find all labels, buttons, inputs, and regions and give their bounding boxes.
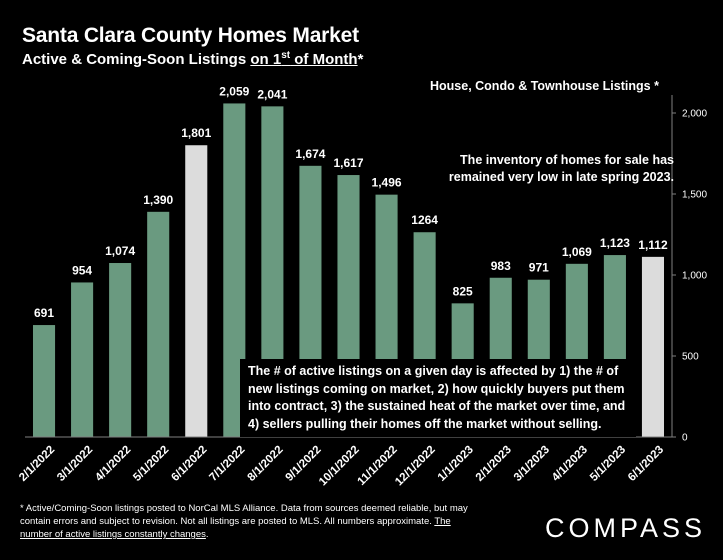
compass-logo: COMPASS (545, 513, 707, 543)
category-label: 8/1/2022 (245, 444, 285, 484)
bar-6-1-2022 (185, 145, 208, 437)
category-label: 6/1/2023 (626, 444, 666, 484)
value-label: 1,801 (181, 126, 211, 140)
subtitle-underlined-text: on 1 (250, 51, 282, 68)
value-label: 1,617 (333, 156, 363, 170)
subtitle-underlined: on 1st of Month (250, 50, 358, 68)
value-label: 1,074 (105, 244, 135, 258)
subtitle-underlined-text-2: of Month (290, 51, 358, 68)
value-label: 1,390 (143, 193, 173, 207)
y-tick-label: 500 (682, 352, 699, 363)
value-label: 1,674 (295, 147, 325, 161)
value-label: 1264 (411, 213, 438, 227)
footnote: * Active/Coming-Soon listings posted to … (20, 502, 480, 541)
category-label: 3/1/2022 (55, 444, 95, 484)
value-label: 971 (529, 261, 549, 275)
chart-legend: House, Condo & Townhouse Listings * (430, 79, 659, 93)
page-title: Santa Clara County Homes Market (22, 24, 359, 47)
page-subtitle: Active & Coming-Soon Listings on 1st of … (22, 50, 363, 68)
value-label: 1,069 (562, 245, 592, 259)
category-label: 2/1/2022 (17, 444, 57, 484)
category-label: 9/1/2022 (284, 444, 324, 484)
bar-2-1-2022 (32, 325, 56, 437)
value-label: 1,496 (372, 176, 402, 190)
bar-4-1-2022 (109, 263, 132, 437)
subtitle-suffix: * (357, 51, 364, 68)
category-label: 5/1/2022 (131, 444, 171, 484)
value-label: 2,041 (257, 87, 287, 101)
value-label: 2,059 (219, 84, 249, 98)
category-label: 12/1/2022 (393, 444, 438, 489)
listing-factors-annotation: The # of active listings on a given day … (240, 359, 636, 437)
bar-8-1-2022 (261, 106, 284, 437)
value-label: 983 (491, 259, 511, 273)
value-label: 825 (453, 284, 473, 298)
subtitle-superscript: st (281, 50, 291, 61)
category-label: 7/1/2022 (207, 444, 247, 484)
category-label: 2/1/2023 (474, 444, 514, 484)
category-label: 4/1/2022 (93, 444, 133, 484)
footnote-end: . (205, 529, 209, 540)
category-label: 5/1/2023 (588, 444, 628, 484)
category-label: 3/1/2023 (512, 444, 552, 484)
value-label: 1,123 (600, 236, 630, 250)
value-label: 954 (72, 263, 92, 277)
inventory-annotation: The inventory of homes for sale has rema… (448, 153, 674, 184)
category-label: 11/1/2022 (356, 444, 400, 488)
y-tick-label: 0 (682, 433, 688, 444)
bar-3-1-2022 (71, 282, 94, 437)
y-tick-label: 1,500 (682, 190, 707, 201)
y-tick-label: 2,000 (682, 109, 707, 120)
category-label: 1/1/2023 (436, 444, 476, 484)
subtitle-prefix: Active & Coming-Soon Listings (22, 51, 251, 68)
category-label: 6/1/2022 (169, 444, 209, 484)
bar-7-1-2022 (223, 103, 246, 437)
y-tick-label: 1,000 (682, 271, 707, 282)
category-label: 4/1/2023 (550, 444, 590, 484)
footnote-underlined: The number of active listings constantly… (20, 516, 451, 540)
bar-5-1-2022 (147, 211, 170, 437)
value-label: 1,112 (638, 238, 668, 252)
bar-6-1-2023 (641, 256, 665, 437)
footnote-text: * Active/Coming-Soon listings posted to … (20, 503, 468, 527)
category-label: 10/1/2022 (317, 444, 362, 489)
value-label: 691 (34, 306, 54, 320)
